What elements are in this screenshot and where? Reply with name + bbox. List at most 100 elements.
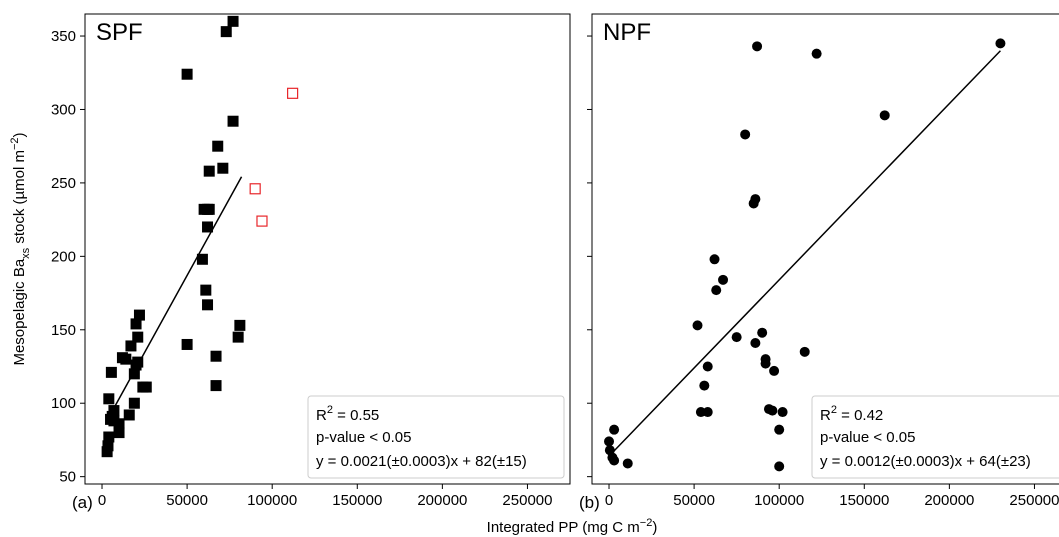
data-point [774, 461, 785, 472]
y-tick-label: 350 [51, 28, 76, 45]
data-point [133, 309, 145, 321]
panel-a: SPF (a) 0 50000 100000 150000 200000 250000 50… [51, 13, 571, 512]
data-point [232, 331, 244, 343]
data-point [181, 338, 193, 350]
data-point [210, 380, 222, 392]
data-point [202, 221, 214, 233]
data-point [740, 129, 751, 140]
data-point [879, 110, 890, 121]
data-point [750, 338, 761, 348]
data-point [702, 361, 713, 372]
data-point [113, 418, 125, 430]
data-point [718, 274, 729, 285]
data-point [103, 431, 115, 443]
panel-b-stats-frame [811, 395, 1059, 479]
data-point [609, 455, 620, 466]
panel-b-letter: (b) [579, 493, 600, 512]
panel-b-ticks: 0 50000 100000 150000 200000 250000 [587, 35, 1059, 509]
data-point [202, 299, 214, 311]
outlier-point [249, 183, 261, 195]
y-axis-label: Mesopelagic Baxs stock (µmol m−2) [9, 132, 32, 365]
data-point [760, 358, 771, 369]
panel-b-r2: R2 = 0.42 [820, 404, 883, 424]
data-point [128, 368, 140, 380]
data-point [227, 15, 239, 27]
data-point [702, 407, 713, 418]
panel-b-frame [591, 13, 1059, 485]
data-point [757, 327, 768, 338]
panel-a-stats-frame [307, 395, 565, 479]
data-point [132, 331, 144, 343]
panel-a-r2: R2 = 0.55 [316, 404, 379, 424]
data-point [200, 284, 212, 296]
panel-a-equation: y = 0.0021(±0.0003)x + 82(±15) [316, 453, 527, 470]
data-point [181, 68, 193, 80]
data-point [995, 38, 1006, 49]
panel-b-equation: y = 0.0012(±0.0003)x + 64(±23) [820, 453, 1031, 470]
data-point [203, 165, 215, 177]
data-point [774, 424, 785, 435]
data-point [125, 340, 137, 352]
panel-b-stats-box: R2 = 0.42 p-value < 0.05 y = 0.0012(±0.0… [811, 395, 1059, 479]
data-point [622, 458, 633, 469]
x-tick-label: 250000 [502, 492, 552, 509]
panel-a-stats-box: R2 = 0.55 p-value < 0.05 y = 0.0021(±0.0… [307, 395, 565, 479]
x-tick-label: 200000 [417, 492, 467, 509]
y-tick-label: 200 [51, 248, 76, 265]
x-tick-label: 100000 [754, 492, 804, 509]
panel-b-pvalue: p-value < 0.05 [820, 429, 916, 446]
data-point [140, 381, 152, 393]
data-point [102, 440, 114, 452]
panel-b-title: NPF [603, 19, 651, 46]
data-point [103, 393, 115, 405]
data-point [123, 409, 135, 421]
x-axis-label: Integrated PP (mg C m−2) [487, 517, 658, 536]
x-tick-label: 50000 [673, 492, 715, 509]
data-point [120, 353, 132, 365]
y-tick-label: 50 [59, 469, 76, 486]
panel-b: NPF (b) 0 50000 100000 150000 200000 250000 R… [579, 13, 1059, 512]
panel-b-fit [608, 50, 1001, 457]
panel-a-frame [84, 13, 571, 485]
outlier-point [287, 87, 299, 99]
data-point [203, 203, 215, 215]
data-point [217, 162, 229, 174]
x-tick-label: 0 [605, 492, 613, 509]
data-point [811, 48, 822, 59]
panel-a-fit [106, 176, 243, 421]
x-tick-label: 150000 [332, 492, 382, 509]
data-point [799, 346, 810, 357]
x-tick-label: 250000 [1009, 492, 1059, 509]
data-point [105, 366, 117, 378]
data-point [767, 405, 778, 416]
x-tick-label: 50000 [166, 492, 208, 509]
data-point [769, 365, 780, 376]
y-tick-label: 150 [51, 322, 76, 339]
data-point [220, 26, 232, 38]
data-point [609, 424, 620, 435]
regression-line [608, 50, 1001, 457]
y-tick-label: 300 [51, 101, 76, 118]
panel-a-ticks: 0 50000 100000 150000 200000 250000 50 100 150 20… [51, 28, 553, 509]
y-tick-label: 250 [51, 175, 76, 192]
data-point [227, 115, 239, 127]
data-point [750, 194, 761, 205]
data-point [212, 140, 224, 152]
data-point [210, 350, 222, 362]
data-point [699, 380, 710, 391]
data-point [234, 319, 246, 331]
panel-a-points [101, 15, 299, 458]
data-point [604, 436, 615, 447]
x-tick-label: 100000 [247, 492, 297, 509]
data-point [113, 427, 125, 439]
x-tick-label: 150000 [839, 492, 889, 509]
data-point [130, 318, 142, 330]
data-point [692, 320, 703, 331]
data-point [101, 446, 113, 458]
panel-b-points [604, 38, 1006, 472]
panel-a-title: SPF [96, 19, 143, 46]
data-point [709, 254, 720, 265]
x-tick-label: 200000 [924, 492, 974, 509]
data-point [731, 332, 742, 343]
